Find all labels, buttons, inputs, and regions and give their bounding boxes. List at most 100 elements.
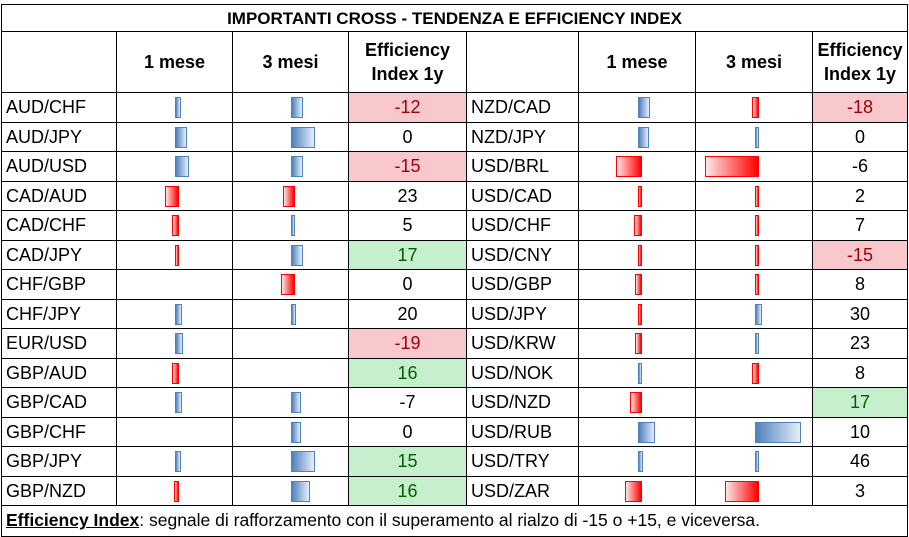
right-m3-cell [695,328,813,359]
right-m3-cell [695,151,813,182]
right-m1-bar [638,244,642,266]
left-m1-cell [116,121,233,152]
left-m3-cell [232,387,349,418]
right-pair-label: USD/CNY [466,239,579,270]
right-m1-bar [615,156,642,177]
right-efficiency-value: 30 [811,298,909,329]
right-m3-cell [695,210,813,241]
left-m3-bar [291,451,315,472]
left-m3-bar [283,185,295,207]
left-m1-bar [175,333,184,354]
left-m3-cell [232,416,349,447]
left-efficiency-value: 5 [348,210,467,241]
left-m1-cell [116,298,233,329]
left-m3-cell [232,298,349,329]
left-m1-bar [171,215,179,236]
left-efficiency-value: 0 [348,121,467,152]
table-row: CAD/AUD 23 USD/CAD 2 [1,180,909,211]
left-m1-bar [175,97,181,118]
left-efficiency-value: 16 [348,357,467,388]
left-m1-cell [116,475,233,506]
right-m1-bar [638,362,642,384]
left-m3-bar [291,97,303,118]
header-efficiency-right: Efficiency Index 1y [811,31,909,93]
left-m1-cell [116,446,233,477]
right-m1-cell [578,475,696,506]
right-pair-label: USD/RUB [466,416,579,447]
right-pair-label: USD/JPY [466,298,579,329]
right-efficiency-value: 10 [811,416,909,447]
header-3-mesi-right: 3 mesi [695,31,813,93]
right-m3-cell [695,121,813,152]
left-efficiency-value: 20 [348,298,467,329]
left-m3-cell [232,446,349,477]
right-m1-bar [638,185,642,207]
left-m1-cell [116,328,233,359]
left-efficiency-value: 16 [348,475,467,506]
left-efficiency-value: -19 [348,328,467,359]
footer-label: Efficiency Index [6,510,140,531]
left-m1-bar [171,362,179,384]
right-m3-bar [755,244,759,266]
right-m3-bar [755,451,759,472]
right-pair-label: USD/CAD [466,180,579,211]
cross-table: IMPORTANTI CROSS - TENDENZA E EFFICIENCY… [0,4,909,537]
right-m1-bar [625,480,642,502]
table-row: GBP/AUD 16 USD/NOK 8 [1,357,909,388]
right-m1-cell [578,357,696,388]
left-pair-label: AUD/USD [1,151,117,182]
table-row: AUD/JPY 0 NZD/JPY 0 [1,121,909,152]
left-m1-bar [175,244,179,266]
left-pair-label: EUR/USD [1,328,117,359]
right-m1-cell [578,328,696,359]
left-m1-bar [175,392,183,413]
left-m1-cell [116,210,233,241]
left-m1-cell [116,92,233,123]
right-m1-cell [578,269,696,300]
right-m3-bar [755,185,759,207]
left-m3-cell [232,121,349,152]
right-efficiency-value: 17 [811,387,909,418]
left-m3-cell [232,151,349,182]
right-m3-cell [695,239,813,270]
table-row: GBP/CHF 0 USD/RUB 10 [1,416,909,447]
left-m3-cell [232,328,349,359]
right-m1-cell [578,298,696,329]
left-m1-bar [164,185,179,207]
right-efficiency-value: 3 [811,475,909,506]
left-m3-cell [232,269,349,300]
left-m1-bar [174,480,179,502]
table-row: CAD/JPY 17 USD/CNY -15 [1,239,909,270]
table-title: IMPORTANTI CROSS - TENDENZA E EFFICIENCY… [0,4,909,32]
right-m1-cell [578,239,696,270]
left-efficiency-value: -12 [348,92,467,123]
header-1-mese-right: 1 mese [578,31,696,93]
left-m3-bar [291,421,301,443]
right-m1-cell [578,387,696,418]
right-m3-cell [695,446,813,477]
left-pair-label: CAD/JPY [1,239,117,270]
left-pair-label: GBP/CAD [1,387,117,418]
right-m1-cell [578,121,696,152]
right-efficiency-value: 23 [811,328,909,359]
right-m3-cell [695,92,813,123]
left-efficiency-value: 15 [348,446,467,477]
right-m1-bar [638,126,649,148]
right-m1-bar [630,392,642,413]
right-m3-cell [695,298,813,329]
right-m3-bar [755,421,801,443]
right-m3-bar [705,156,759,177]
left-m3-bar [291,244,303,266]
table-row: GBP/CAD -7 USD/NZD 17 [1,387,909,418]
right-pair-label: USD/ZAR [466,475,579,506]
left-m1-cell [116,269,233,300]
right-m1-bar [634,333,642,354]
left-m3-cell [232,210,349,241]
right-m1-bar [638,97,650,118]
right-pair-label: USD/BRL [466,151,579,182]
left-efficiency-value: 23 [348,180,467,211]
left-efficiency-value: 0 [348,269,467,300]
header-pair-right [466,31,579,93]
right-m3-bar [751,97,759,118]
right-efficiency-value: 46 [811,446,909,477]
